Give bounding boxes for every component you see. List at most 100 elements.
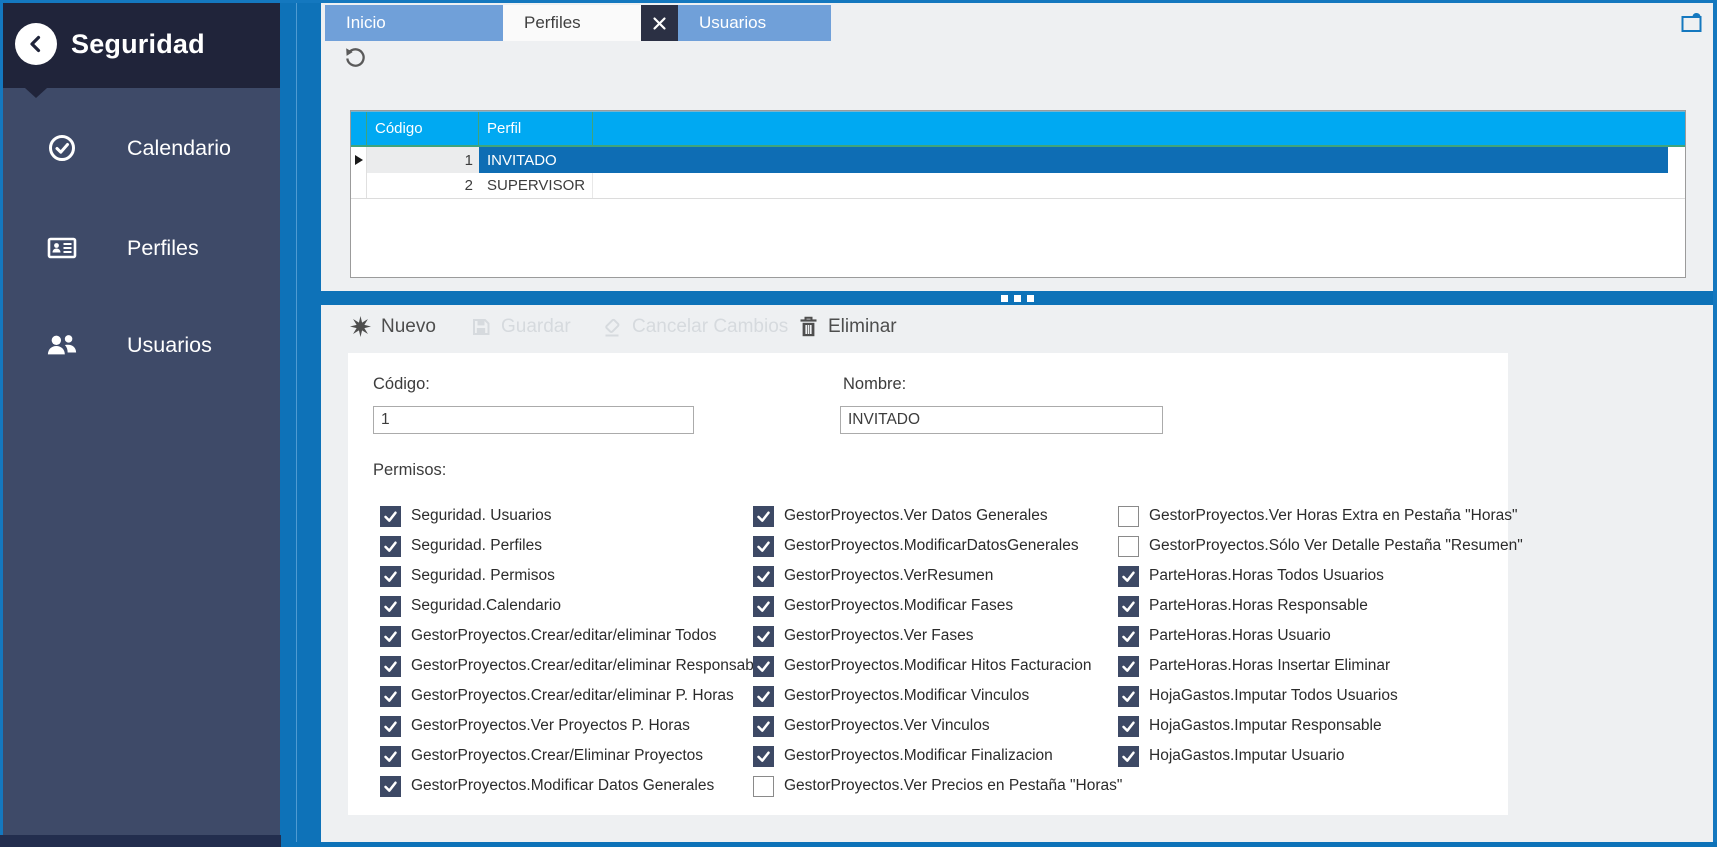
permission-checkbox[interactable]	[753, 565, 774, 587]
permission-checkbox[interactable]	[753, 505, 774, 527]
permission-checkbox[interactable]	[380, 715, 401, 737]
permission-checkbox[interactable]	[380, 625, 401, 647]
permission-checkbox[interactable]	[1118, 715, 1139, 737]
cell-perfil[interactable]: INVITADO	[479, 147, 1668, 173]
permission-item[interactable]: ParteHoras.Horas Responsable	[1118, 591, 1523, 621]
permission-item[interactable]: GestorProyectos.Ver Datos Generales	[753, 501, 1122, 531]
permission-checkbox[interactable]	[753, 625, 774, 647]
permission-checkbox[interactable]	[753, 745, 774, 767]
guardar-button[interactable]: Guardar	[471, 303, 571, 350]
permission-item[interactable]: GestorProyectos.Sólo Ver Detalle Pestaña…	[1118, 531, 1523, 561]
permission-item[interactable]: GestorProyectos.Modificar Vinculos	[753, 681, 1122, 711]
permission-checkbox[interactable]	[380, 685, 401, 707]
button-label: Cancelar Cambios	[632, 315, 789, 337]
permission-checkbox[interactable]	[1118, 625, 1139, 647]
permission-item[interactable]: GestorProyectos.Ver Fases	[753, 621, 1122, 651]
permission-item[interactable]: GestorProyectos.Ver Vinculos	[753, 711, 1122, 741]
permission-item[interactable]: Seguridad. Usuarios	[380, 501, 766, 531]
permission-item[interactable]: GestorProyectos.Ver Horas Extra en Pesta…	[1118, 501, 1523, 531]
refresh-button[interactable]	[343, 46, 367, 70]
tab-perfiles[interactable]: Perfiles	[503, 5, 641, 41]
check-icon	[757, 571, 770, 582]
permission-checkbox[interactable]	[753, 775, 774, 797]
permission-label: GestorProyectos.Crear/editar/eliminar Re…	[411, 657, 766, 674]
eliminar-button[interactable]: Eliminar	[799, 303, 897, 350]
splitter-handle[interactable]	[321, 291, 1713, 305]
permission-checkbox[interactable]	[1118, 535, 1139, 557]
permission-item[interactable]: GestorProyectos.Modificar Hitos Facturac…	[753, 651, 1122, 681]
permission-checkbox[interactable]	[380, 595, 401, 617]
panel-corner-button[interactable]	[1678, 9, 1705, 36]
tab-close-button[interactable]	[641, 5, 678, 41]
cancelar-cambios-button[interactable]: Cancelar Cambios	[602, 303, 788, 350]
permission-checkbox[interactable]	[1118, 505, 1139, 527]
permission-item[interactable]: GestorProyectos.Crear/Eliminar Proyectos	[380, 741, 766, 771]
permission-checkbox[interactable]	[753, 655, 774, 677]
permission-item[interactable]: ParteHoras.Horas Insertar Eliminar	[1118, 651, 1523, 681]
permission-checkbox[interactable]	[1118, 745, 1139, 767]
permission-checkbox[interactable]	[1118, 685, 1139, 707]
permission-item[interactable]: ParteHoras.Horas Usuario	[1118, 621, 1523, 651]
table-row[interactable]: 2 SUPERVISOR	[351, 173, 1685, 199]
permission-item[interactable]: GestorProyectos.Ver Precios en Pestaña "…	[753, 771, 1122, 801]
permission-label: GestorProyectos.Crear/Eliminar Proyectos	[411, 747, 704, 764]
permission-item[interactable]: GestorProyectos.VerResumen	[753, 561, 1122, 591]
nombre-field[interactable]	[840, 406, 1163, 434]
grid-header-perfil[interactable]: Perfil	[479, 112, 593, 145]
grid-header-codigo[interactable]: Código	[367, 112, 479, 145]
permission-checkbox[interactable]	[753, 685, 774, 707]
sidebar-item-usuarios[interactable]: Usuarios	[0, 317, 280, 373]
permission-label: GestorProyectos.Ver Fases	[784, 627, 974, 644]
permission-item[interactable]: GestorProyectos.Crear/editar/eliminar P.…	[380, 681, 766, 711]
grid-header-filler	[593, 112, 1685, 145]
permission-checkbox[interactable]	[1118, 655, 1139, 677]
permission-item[interactable]: ParteHoras.Horas Todos Usuarios	[1118, 561, 1523, 591]
permission-checkbox[interactable]	[380, 535, 401, 557]
permission-item[interactable]: Seguridad. Perfiles	[380, 531, 766, 561]
permission-label: GestorProyectos.Ver Datos Generales	[784, 507, 1048, 524]
permission-checkbox[interactable]	[1118, 595, 1139, 617]
permission-item[interactable]: GestorProyectos.Modificar Fases	[753, 591, 1122, 621]
permission-checkbox[interactable]	[753, 715, 774, 737]
permission-checkbox[interactable]	[380, 745, 401, 767]
tab-inicio[interactable]: Inicio	[325, 5, 503, 41]
permission-item[interactable]: GestorProyectos.Modificar Datos Generale…	[380, 771, 766, 801]
permission-item[interactable]: GestorProyectos.Ver Proyectos P. Horas	[380, 711, 766, 741]
check-icon	[757, 541, 770, 552]
permission-item[interactable]: Seguridad. Permisos	[380, 561, 766, 591]
permission-checkbox[interactable]	[380, 655, 401, 677]
permission-label: HojaGastos.Imputar Todos Usuarios	[1149, 687, 1398, 704]
permission-checkbox[interactable]	[380, 505, 401, 527]
permission-checkbox[interactable]	[380, 775, 401, 797]
permission-item[interactable]: GestorProyectos.ModificarDatosGenerales	[753, 531, 1122, 561]
permission-item[interactable]: GestorProyectos.Modificar Finalizacion	[753, 741, 1122, 771]
permission-label: GestorProyectos.Sólo Ver Detalle Pestaña…	[1149, 537, 1523, 554]
permission-item[interactable]: HojaGastos.Imputar Todos Usuarios	[1118, 681, 1523, 711]
nuevo-button[interactable]: Nuevo	[350, 303, 436, 350]
permission-item[interactable]: Seguridad.Calendario	[380, 591, 766, 621]
check-icon	[384, 661, 397, 672]
permission-checkbox[interactable]	[753, 535, 774, 557]
sidebar-item-perfiles[interactable]: Perfiles	[0, 220, 280, 276]
permission-item[interactable]: HojaGastos.Imputar Usuario	[1118, 741, 1523, 771]
sidebar-item-calendario[interactable]: Calendario	[0, 120, 280, 176]
cell-codigo[interactable]: 1	[367, 147, 479, 173]
codigo-field[interactable]	[373, 406, 694, 434]
users-icon	[46, 329, 78, 361]
permission-checkbox[interactable]	[1118, 565, 1139, 587]
window-border-bottom-dark	[0, 835, 281, 847]
row-marker-cell	[351, 173, 367, 198]
cell-codigo[interactable]: 2	[464, 177, 473, 194]
permission-item[interactable]: GestorProyectos.Crear/editar/eliminar Re…	[380, 651, 766, 681]
back-button[interactable]	[15, 23, 57, 65]
tab-usuarios[interactable]: Usuarios	[678, 5, 831, 41]
check-icon	[384, 691, 397, 702]
permission-item[interactable]: HojaGastos.Imputar Responsable	[1118, 711, 1523, 741]
table-row[interactable]: 1 INVITADO	[351, 147, 1685, 173]
tab-label: Usuarios	[699, 13, 767, 32]
permission-checkbox[interactable]	[380, 565, 401, 587]
permission-label: GestorProyectos.VerResumen	[784, 567, 994, 584]
permission-checkbox[interactable]	[753, 595, 774, 617]
permission-item[interactable]: GestorProyectos.Crear/editar/eliminar To…	[380, 621, 766, 651]
cell-perfil[interactable]: SUPERVISOR	[479, 173, 593, 198]
